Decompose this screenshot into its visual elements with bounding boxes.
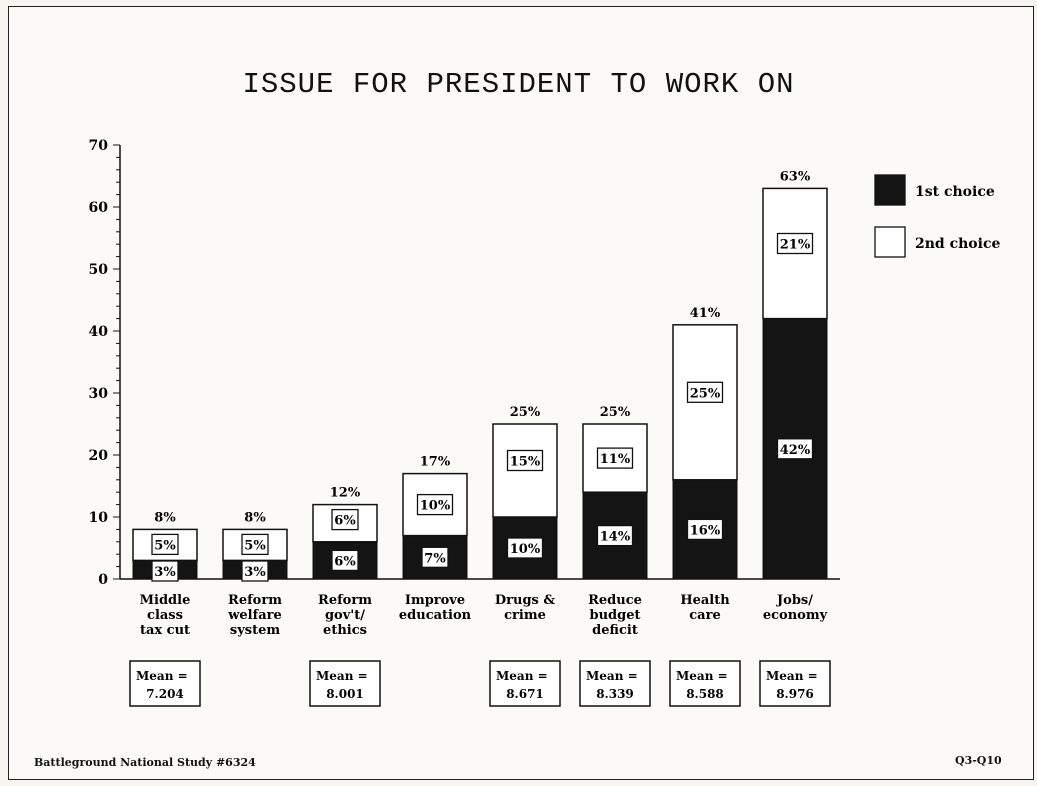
y-tick-label: 20 [89,448,109,464]
data-label-2nd-choice: 21% [780,238,811,253]
mean-label: Mean = [136,669,188,683]
mean-value: 8.976 [776,687,814,701]
data-label-1st-choice-box [776,438,814,460]
data-label-1st-choice-box [596,524,634,547]
y-tick-label: 50 [89,262,109,278]
total-label: 12% [330,486,361,501]
data-label-2nd-choice: 11% [600,452,631,467]
y-tick-label: 70 [89,138,109,154]
category-label: tax cut [140,623,190,638]
data-label-1st-choice: 7% [424,551,446,566]
mean-box [669,660,741,707]
question-reference: Q3-Q10 [955,754,1002,767]
category-label: Reform [318,593,372,608]
legend-swatch [874,174,906,206]
mean-label: Mean = [316,669,368,683]
y-tick-label: 10 [89,510,109,526]
mean-box [579,660,651,707]
data-label-1st-choice-box [686,518,724,541]
mean-value: 8.001 [326,687,364,701]
mean-label: Mean = [586,669,638,683]
category-label: Reduce [588,593,642,608]
data-label-1st-choice-box [241,560,269,582]
mean-box [489,660,561,707]
category-label: Middle [140,593,191,608]
data-label-2nd-choice: 10% [420,499,451,514]
data-label-2nd-choice-box [506,449,544,472]
data-label-1st-choice-box [421,546,449,568]
data-label-1st-choice: 42% [780,443,811,458]
mean-label: Mean = [496,669,548,683]
data-label-1st-choice: 3% [244,565,266,580]
legend-label: 2nd choice [915,236,1000,252]
category-label: Health [680,593,730,608]
data-label-2nd-choice: 15% [510,455,541,470]
y-tick-label: 60 [89,200,109,216]
total-label: 25% [600,405,631,420]
data-label-1st-choice-box [506,537,544,559]
category-label: deficit [592,623,638,638]
category-label: Improve [405,593,465,608]
y-tick-label: 0 [98,572,108,588]
data-label-1st-choice: 6% [334,554,356,569]
mean-value: 8.671 [506,687,544,701]
category-label: gov't/ [325,608,365,623]
total-label: 63% [780,169,811,184]
data-label-2nd-choice: 5% [244,538,266,553]
mean-value: 8.588 [686,687,724,701]
legend-swatch [874,226,906,258]
category-label: Reform [228,593,282,608]
category-label: economy [763,608,828,623]
data-label-2nd-choice: 5% [154,538,176,553]
data-label-2nd-choice-box [776,232,814,255]
y-tick-label: 30 [89,386,109,402]
category-label: education [399,608,472,623]
data-label-2nd-choice: 25% [690,386,721,401]
data-label-1st-choice-box [331,549,359,572]
total-label: 17% [420,455,451,470]
mean-box [129,660,201,707]
category-label: ethics [323,623,367,638]
total-label: 8% [244,510,266,525]
data-label-2nd-choice: 6% [334,514,356,529]
category-label: welfare [227,608,282,623]
mean-label: Mean = [766,669,818,683]
data-label-2nd-choice-box [416,493,454,516]
mean-box [759,660,831,707]
data-label-2nd-choice-box [241,533,269,556]
source-note: Battleground National Study #6324 [34,756,256,769]
y-tick-label: 40 [89,324,109,340]
category-label: care [689,608,720,623]
total-label: 25% [510,405,541,420]
data-label-1st-choice: 10% [510,542,541,557]
mean-box [309,660,381,707]
chart-title: ISSUE FOR PRESIDENT TO WORK ON [242,68,795,101]
total-label: 8% [154,510,176,525]
mean-label: Mean = [676,669,728,683]
total-label: 41% [690,306,721,321]
mean-value: 8.339 [596,687,634,701]
category-label: budget [590,608,641,623]
category-label: Drugs & [495,593,556,608]
legend-label: 1st choice [915,184,995,200]
data-label-1st-choice: 16% [690,523,721,538]
category-label: crime [504,608,546,623]
data-label-2nd-choice-box [331,508,359,531]
data-label-1st-choice: 3% [154,565,176,580]
data-label-1st-choice: 14% [600,530,631,545]
category-label: system [230,623,280,638]
data-label-1st-choice-box [151,560,179,582]
chart-frame [8,6,1034,780]
mean-value: 7.204 [146,687,184,701]
data-label-2nd-choice-box [151,533,179,556]
data-label-2nd-choice-box [686,381,724,403]
category-label: Jobs/ [776,593,813,608]
category-label: class [147,608,183,623]
data-label-2nd-choice-box [596,447,634,469]
